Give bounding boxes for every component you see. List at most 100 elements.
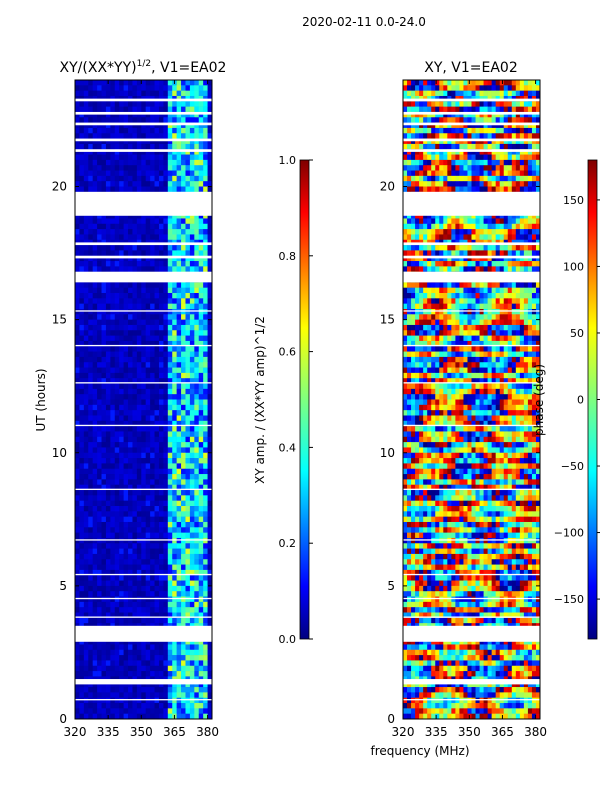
amp-heatmap-cell [181,340,186,347]
amp-heatmap-cell [141,143,147,150]
amp-heatmap-cell [75,351,80,358]
amp-heatmap-cell [92,213,98,219]
amp-heatmap-cell [114,372,120,379]
amp-heatmap-cell [185,106,191,113]
amp-heatmap-cell [194,431,200,438]
amp-heatmap-cell [110,165,116,171]
amp-heatmap-cell [110,229,116,235]
amp-heatmap-cell [198,159,204,166]
amp-heatmap-cell [79,591,85,597]
amp-heatmap-cell [79,665,85,672]
amp-heatmap-cell [145,170,151,177]
amp-heatmap-cell [150,372,155,379]
amp-heatmap-cell [83,692,89,699]
amp-heatmap-cell [185,500,191,507]
amp-heatmap-cell [75,143,80,150]
amp-heatmap-cell [114,537,120,544]
amp-heatmap-cell [203,213,208,219]
phase-heatmap-cell [423,101,428,107]
amp-heatmap-cell [132,106,138,113]
amp-heatmap-cell [145,500,151,507]
amp-heatmap-cell [88,287,93,294]
amp-heatmap-cell [145,181,151,187]
amp-heatmap-cell [83,340,89,347]
amp-heatmap-cell [88,548,93,555]
amp-heatmap-cell [88,500,93,507]
amp-heatmap-cell [136,335,142,342]
amp-heatmap-cell [207,223,212,230]
amp-heatmap-cell [105,90,111,97]
phase-heatmap-cell [463,154,468,161]
amp-heatmap-cell [83,596,89,603]
amp-heatmap-cell [101,681,107,688]
amp-heatmap-cell [154,681,160,688]
phase-heatmap-cell [447,245,452,251]
amp-heatmap-cell [88,367,93,374]
phase-heatmap-cell [515,90,521,97]
amp-heatmap-cell [158,165,164,171]
amp-heatmap-cell [88,186,93,193]
amp-heatmap-cell [176,644,182,651]
phase-heatmap-cell [447,213,452,219]
amp-heatmap-cell [150,175,155,182]
amp-heatmap-cell [79,245,85,251]
phase-heatmap-cell [463,245,468,251]
amp-heatmap-cell [185,149,191,155]
amp-heatmap-cell [123,612,129,619]
amp-ytick-label: 10 [52,446,67,460]
amp-heatmap-cell [172,639,177,645]
amp-heatmap-cell [145,394,151,400]
amp-heatmap-cell [110,218,116,225]
phase-heatmap-cell [423,186,428,193]
amp-colorbar-label: XY amp. / (XX*YY amp)^1/2 [253,316,267,484]
amp-heatmap-cell [203,639,208,645]
amp-heatmap-cell [181,692,186,699]
amp-heatmap-cell [194,324,200,331]
phase-heatmap-cell [475,165,480,171]
amp-heatmap-cell [83,85,89,91]
phase-heatmap-cell [455,255,460,262]
phase-heatmap-cell [531,223,537,230]
amp-heatmap-cell [198,399,204,406]
amp-heatmap-cell [75,308,80,315]
phase-heatmap-cell [531,175,537,182]
amp-heatmap-cell [123,351,129,358]
amp-heatmap-cell [154,378,160,384]
phase-heatmap-cell [507,234,513,241]
amp-heatmap-cell [79,692,85,699]
amp-heatmap-cell [172,186,177,193]
amp-heatmap-cell [114,436,120,443]
phase-heatmap-cell [475,111,480,118]
amp-heatmap-cell [163,138,169,145]
amp-heatmap-cell [163,80,169,86]
amp-heatmap-cell [83,447,89,454]
phase-heatmap-cell [499,111,505,118]
amp-heatmap-cell [141,655,147,661]
amp-heatmap-cell [136,101,142,107]
amp-heatmap-cell [167,527,173,533]
phase-heatmap-cell [515,213,521,219]
amp-heatmap-cell [97,596,102,603]
amp-heatmap-cell [163,490,169,496]
amp-heatmap-cell [79,261,85,267]
amp-heatmap-cell [123,330,129,336]
amp-heatmap-cell [97,218,102,225]
phase-heatmap-cell [499,175,505,182]
amp-heatmap-cell [185,681,191,688]
amp-heatmap-cell [163,133,169,139]
amp-heatmap-cell [207,415,212,422]
amp-heatmap-cell [132,356,138,363]
phase-heatmap-cell [471,255,476,262]
amp-heatmap-cell [128,713,133,719]
phase-heatmap-cell [403,143,408,150]
amp-heatmap-cell [110,548,116,555]
amp-heatmap-cell [105,506,111,512]
amp-heatmap-cell [158,511,164,517]
amp-heatmap-cell [75,303,80,310]
amp-heatmap-cell [163,479,169,486]
phase-heatmap-cell [531,106,537,113]
phase-heatmap-cell [523,234,529,241]
amp-heatmap-cell [110,644,116,651]
amp-heatmap-cell [154,282,160,288]
phase-heatmap-cell [495,223,501,230]
